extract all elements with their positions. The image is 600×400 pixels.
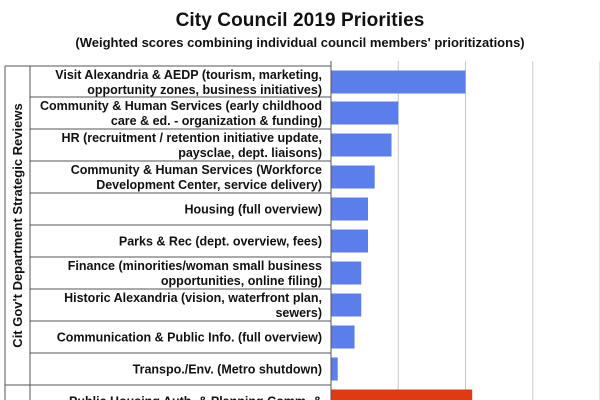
bar: [331, 389, 473, 400]
category-label: Communication & Public Info. (full overv…: [57, 331, 322, 345]
category-label: opportunities, online filing): [161, 274, 322, 288]
category-label: care & ed. - organization & funding): [111, 114, 322, 128]
bar: [331, 133, 392, 157]
bar: [331, 357, 338, 381]
category-label: Historic Alexandria (vision, waterfront …: [64, 291, 322, 305]
category-label: Housing (full overview): [184, 203, 322, 217]
category-label: opportunity zones, business initiatives): [87, 83, 322, 97]
category-label: Community & Human Services (Workforce: [71, 163, 322, 177]
bar: [331, 325, 355, 349]
category-label: sewers): [275, 306, 322, 320]
bar: [331, 229, 368, 253]
category-label: Public Housing Auth. & Planning Comm. &: [69, 395, 322, 400]
category-label: Visit Alexandria & AEDP (tourism, market…: [55, 68, 322, 82]
category-label: Finance (minorities/woman small business: [68, 259, 322, 273]
bar: [331, 261, 362, 285]
category-label: Transpo./Env. (Metro shutdown): [133, 363, 322, 377]
category-label: HR (recruitment / retention initiative u…: [62, 131, 322, 145]
category-label: Parks & Rec (dept. overview, fees): [119, 235, 322, 249]
bar: [331, 101, 399, 125]
category-label: paysclae, dept. liaisons): [178, 146, 322, 160]
bar: [331, 165, 375, 189]
chart-subtitle: (Weighted scores combining individual co…: [75, 35, 525, 50]
bar: [331, 70, 466, 94]
chart-title: City Council 2019 Priorities: [175, 10, 425, 31]
bar: [331, 197, 368, 221]
category-label: Community & Human Services (early childh…: [40, 99, 322, 113]
bar: [331, 293, 362, 317]
group-label: Cit Gov't Department Strategic Reviews: [10, 103, 25, 347]
category-label: Development Center, service delivery): [96, 178, 322, 192]
